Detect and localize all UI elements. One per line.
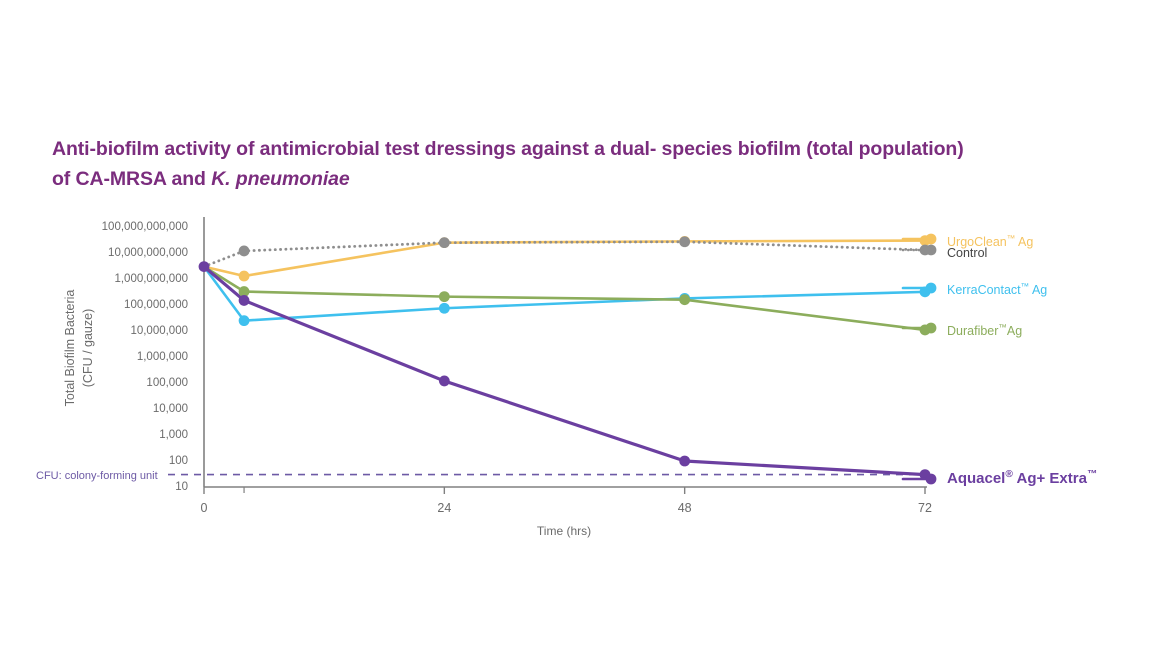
series-label-text: Aquacel <box>947 470 1006 487</box>
series-label-suffix: Ag <box>1029 283 1048 298</box>
legend-marker-3 <box>925 322 937 334</box>
x-axis-tick-label: 72 <box>918 501 932 515</box>
trademark-symbol: ™ <box>998 321 1007 332</box>
series-line-1 <box>202 240 927 268</box>
y-axis-tick-label: 10,000,000,000 <box>108 247 188 259</box>
series-label-suffix: Ag <box>1006 324 1023 339</box>
y-axis-tick-label: 10 <box>175 481 188 493</box>
x-axis-tick-label: 0 <box>200 501 208 515</box>
series-marker-1 <box>679 236 691 248</box>
trademark-symbol: ® <box>1005 469 1013 480</box>
series-marker-3 <box>238 286 250 297</box>
series-label-4: Aquacel® Ag+ Extra™ <box>947 469 1097 487</box>
series-marker-0 <box>238 270 250 282</box>
legend-marker-4 <box>925 473 937 485</box>
series-marker-4 <box>238 295 250 306</box>
y-axis-tick-label: 100,000 <box>146 377 188 389</box>
legend-marker-1 <box>925 244 937 256</box>
x-axis-tick-label: 48 <box>677 501 692 515</box>
y-axis-tick-label: 10,000 <box>152 403 188 415</box>
chart-title-line-2-prefix: of CA-MRSA and <box>52 168 212 190</box>
series-marker-2 <box>238 315 250 327</box>
y-axis-tick-label: 1,000,000,000 <box>114 273 188 285</box>
series-marker-2 <box>438 302 450 314</box>
trademark-symbol: ™ <box>1020 280 1030 291</box>
series-marker-3 <box>438 291 450 303</box>
legend-marker-2 <box>925 282 937 294</box>
series-label-text: Durafiber <box>947 324 999 339</box>
series-marker-4 <box>438 375 450 387</box>
chart-title: Anti-biofilm activity of antimicrobial t… <box>52 134 1112 194</box>
series-marker-4 <box>679 455 691 467</box>
chart-title-species: K. pneumoniae <box>211 168 350 190</box>
series-label-suffix: Ag <box>1015 235 1034 250</box>
trademark-symbol: ™ <box>1006 232 1016 243</box>
trademark-symbol-2: ™ <box>1086 469 1098 480</box>
y-axis-tick-label: 100,000,000,000 <box>101 221 188 233</box>
series-marker-1 <box>438 237 450 249</box>
series-label-text: UrgoClean <box>947 235 1007 250</box>
y-axis-tick-label: 100 <box>168 455 188 467</box>
series-line-3 <box>202 265 927 332</box>
x-axis-title: Time (hrs) <box>536 524 592 538</box>
series-marker-4 <box>198 261 210 272</box>
series-label-1: Control <box>947 246 987 260</box>
y-axis-tick-labels: 100,000,000,000 10,000,000,000 1,000,000,0… <box>18 0 188 663</box>
y-axis-tick-label: 10,000,000 <box>130 325 188 337</box>
y-axis-tick-label: 1,000,000 <box>136 351 188 363</box>
series-label-text: KerraContact <box>947 283 1021 298</box>
chart-title-line-1: Anti-biofilm activity of antimicrobial t… <box>52 138 964 160</box>
series-marker-3 <box>679 294 691 306</box>
y-axis-tick-label: 100,000,000 <box>124 299 188 311</box>
series-label-0: UrgoClean™ Ag <box>947 233 1033 249</box>
chart-title-line-2: of CA-MRSA and K. pneumoniae <box>52 164 1112 194</box>
series-label-3: Durafiber™Ag <box>947 322 1022 338</box>
cfu-footnote: CFU: colony-forming unit <box>36 470 158 482</box>
series-label-2: KerraContact™ Ag <box>947 281 1047 297</box>
legend-marker-0 <box>925 233 937 245</box>
series-marker-1 <box>238 245 250 257</box>
x-axis-tick-label: 24 <box>437 501 452 515</box>
series-label-text: Control <box>947 246 988 260</box>
series-label-suffix: Ag+ Extra <box>1012 470 1087 487</box>
y-axis-tick-label: 1,000 <box>159 429 188 441</box>
